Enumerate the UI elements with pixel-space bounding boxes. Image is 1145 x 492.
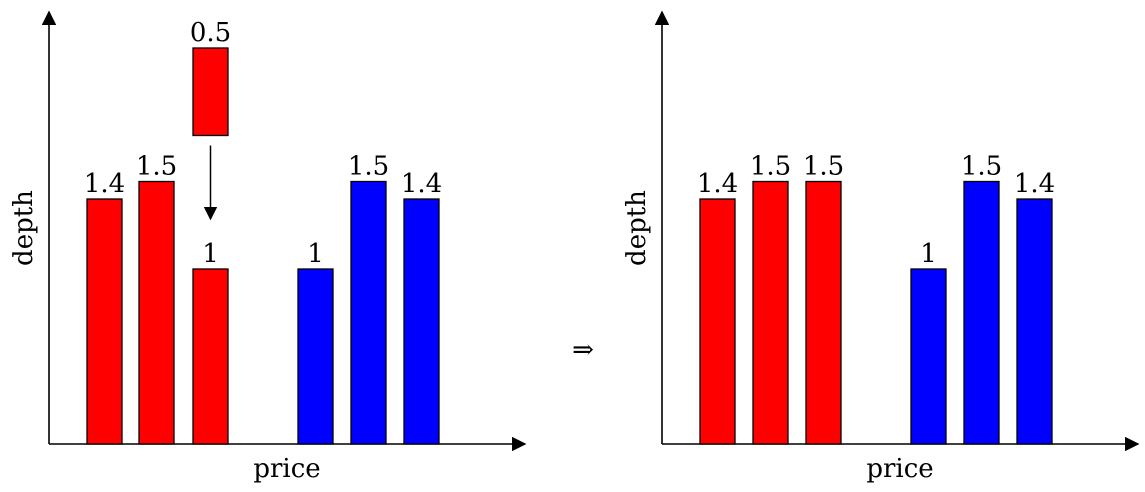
ask-bar (298, 269, 333, 444)
y-axis-label: depth (9, 190, 39, 266)
incoming-order-bar (193, 48, 228, 136)
x-axis-label: price (866, 454, 933, 484)
bar-value-label: 1.4 (84, 169, 125, 199)
bar-value-label: 1.5 (348, 152, 389, 182)
bid-bar (700, 199, 735, 444)
chart-before: price depth 1.4 1.5 1 1 1.5 1.4 0.5 (9, 12, 525, 484)
bar-value-label: 1.5 (803, 152, 844, 182)
ask-bar (1017, 199, 1052, 444)
bar-value-label: 1.4 (697, 169, 738, 199)
bid-bar (139, 182, 174, 445)
ask-bar (964, 182, 999, 445)
bar-value-label: 1 (202, 239, 219, 269)
bar-value-label: 1 (920, 239, 937, 269)
bar-value-label: 1.4 (401, 169, 442, 199)
bid-bar (87, 199, 122, 444)
x-axis-label: price (253, 454, 320, 484)
ask-bar (351, 182, 386, 445)
chart-after: price depth 1.4 1.5 1.5 1 1.5 1.4 (622, 12, 1138, 484)
bid-bar (753, 182, 788, 445)
bar-value-label: 1.5 (961, 152, 1002, 182)
bar-value-label: 1 (307, 239, 324, 269)
bar-value-label: 1.5 (136, 152, 177, 182)
bid-bar (193, 269, 228, 444)
ask-bar (911, 269, 946, 444)
y-axis-label: depth (622, 190, 652, 266)
transition-arrow: ⇒ (572, 335, 594, 365)
bid-bar (806, 182, 841, 445)
ask-bar (404, 199, 439, 444)
bar-value-label: 1.4 (1014, 169, 1055, 199)
bar-value-label: 1.5 (750, 152, 791, 182)
incoming-order-label: 0.5 (190, 18, 231, 48)
